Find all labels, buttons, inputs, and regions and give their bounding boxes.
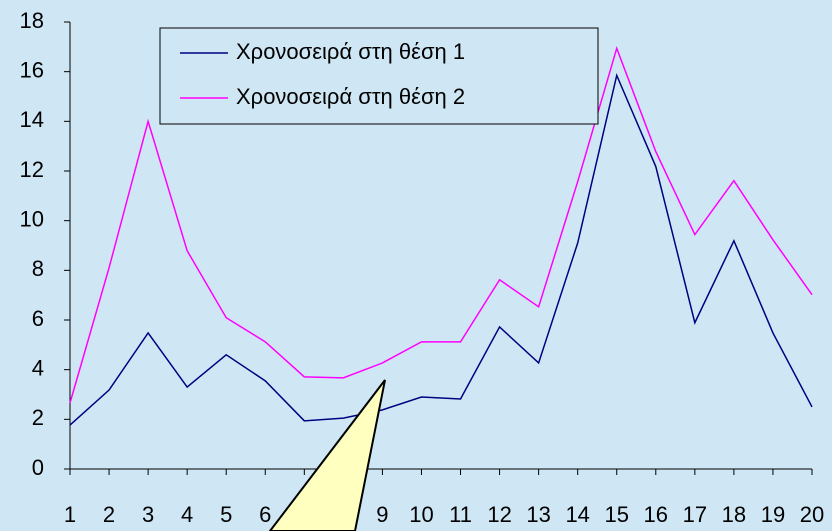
- x-tick-label: 11: [449, 502, 472, 527]
- y-tick-label: 4: [32, 355, 44, 380]
- plot-area: 0246810121416181234567891011121314151617…: [20, 8, 825, 527]
- y-tick-label: 14: [20, 107, 44, 132]
- legend-label: Χρονοσειρά στη θέση 2: [236, 84, 465, 109]
- y-tick-label: 18: [20, 8, 44, 33]
- x-tick-label: 15: [604, 502, 628, 527]
- x-tick-label: 20: [800, 502, 824, 527]
- callout-pointer: [268, 379, 386, 531]
- x-tick-label: 2: [103, 502, 115, 527]
- y-tick-label: 2: [32, 405, 44, 430]
- x-tick-label: 12: [487, 502, 511, 527]
- y-tick-label: 0: [32, 455, 44, 480]
- x-tick-label: 14: [565, 502, 589, 527]
- x-tick-label: 19: [761, 502, 785, 527]
- y-tick-label: 12: [20, 157, 44, 182]
- y-tick-label: 10: [20, 206, 44, 231]
- y-tick-label: 8: [32, 256, 44, 281]
- series-line: [69, 45, 813, 404]
- x-tick-label: 5: [220, 502, 232, 527]
- legend-label: Χρονοσειρά στη θέση 1: [236, 39, 465, 64]
- x-tick-label: 10: [409, 502, 433, 527]
- y-tick-label: 6: [32, 306, 44, 331]
- x-tick-label: 4: [181, 502, 193, 527]
- legend-box: [159, 27, 599, 125]
- x-tick-label: 6: [259, 502, 271, 527]
- x-tick-label: 9: [376, 502, 388, 527]
- x-tick-label: 3: [142, 502, 154, 527]
- x-tick-label: 1: [64, 502, 76, 527]
- y-tick-label: 16: [20, 57, 44, 82]
- x-tick-label: 16: [644, 502, 668, 527]
- x-tick-label: 17: [683, 502, 707, 527]
- x-tick-label: 18: [722, 502, 746, 527]
- x-tick-label: 13: [526, 502, 550, 527]
- series-line: [69, 72, 813, 426]
